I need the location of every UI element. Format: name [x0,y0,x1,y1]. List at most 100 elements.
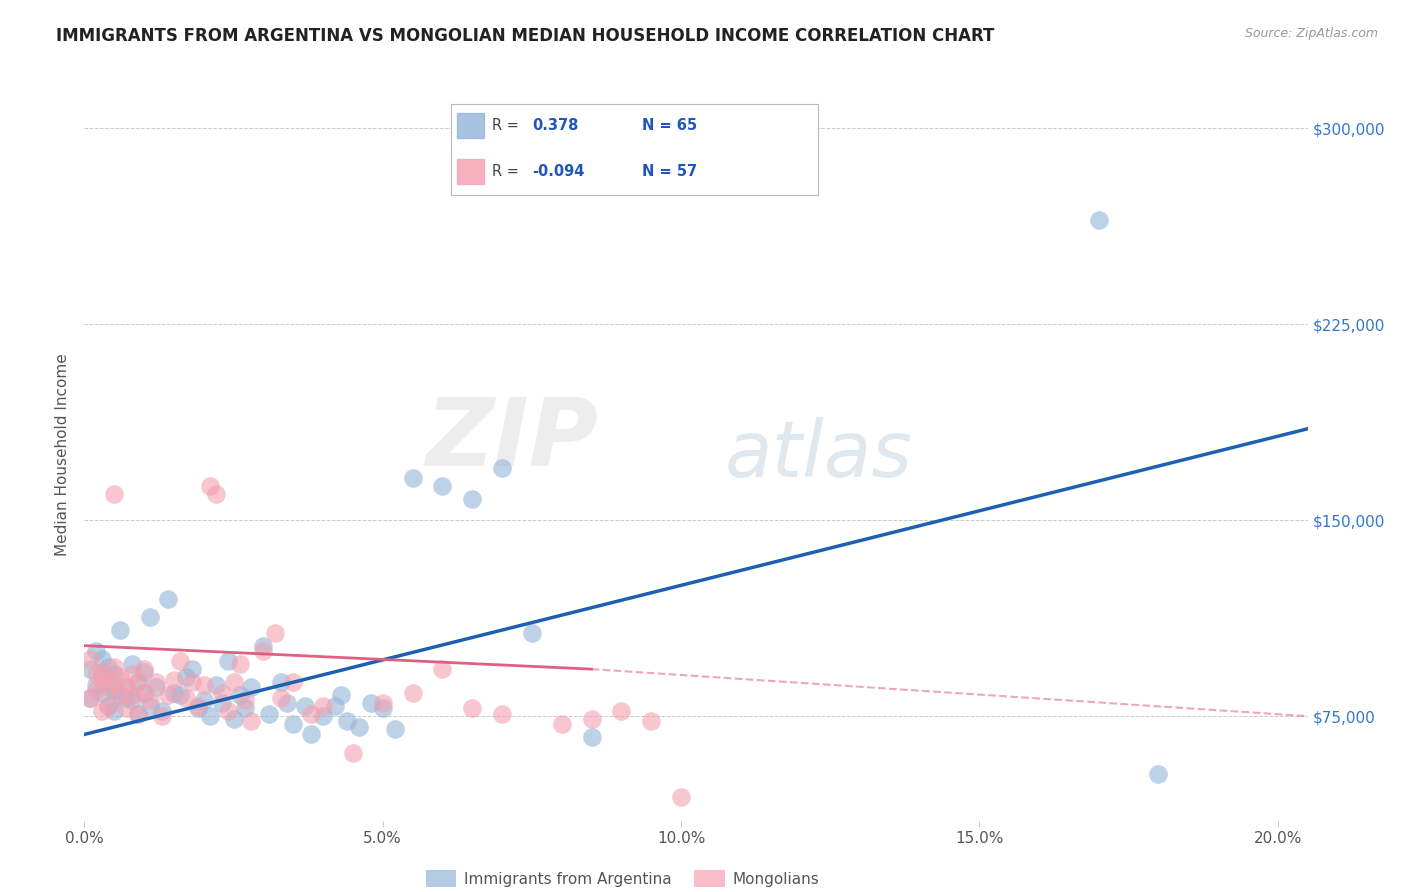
Point [97,659,120,673]
Point [312,698,335,713]
Point [79,690,101,705]
Point [156,591,179,606]
Point [91,685,114,699]
Point [187,701,209,715]
Text: atlas: atlas [724,417,912,493]
Point [252,639,274,653]
Point [150,704,173,718]
Legend: Immigrants from Argentina, Mongolians: Immigrants from Argentina, Mongolians [419,863,825,892]
Point [91,651,114,665]
Point [198,479,221,493]
Point [84,683,107,698]
Point [222,675,245,690]
Point [235,701,257,715]
Point [91,704,114,718]
Point [97,698,120,713]
Point [283,717,305,731]
Point [139,693,162,707]
Point [132,662,155,676]
Point [276,696,298,710]
Point [127,706,149,721]
Point [108,623,131,637]
Point [145,681,167,695]
Point [115,701,138,715]
Point [551,717,574,731]
Point [360,696,382,710]
Point [401,471,423,485]
Point [342,746,364,760]
Point [91,673,114,687]
Point [103,704,125,718]
Point [108,670,131,684]
Point [384,723,406,737]
Point [1087,212,1109,227]
Point [669,790,692,805]
Text: IMMIGRANTS FROM ARGENTINA VS MONGOLIAN MEDIAN HOUSEHOLD INCOME CORRELATION CHART: IMMIGRANTS FROM ARGENTINA VS MONGOLIAN M… [56,27,994,45]
Point [139,610,162,624]
Point [581,712,603,726]
Point [174,690,197,705]
Point [169,654,191,668]
Point [610,704,633,718]
Point [84,667,107,681]
Point [461,701,484,715]
Point [270,690,292,705]
Point [180,675,202,690]
Point [115,690,138,705]
Point [312,709,335,723]
Point [163,673,186,687]
Point [132,685,155,699]
Point [240,681,263,695]
Point [145,675,167,690]
Point [132,685,155,699]
Point [103,487,125,501]
Point [1147,766,1170,780]
Point [640,714,662,729]
Point [217,704,239,718]
Point [115,681,138,695]
Point [91,670,114,684]
Point [79,651,101,665]
Point [108,688,131,702]
Point [432,479,454,493]
Point [211,696,233,710]
Point [115,681,138,695]
Point [139,698,162,713]
Point [169,688,191,702]
Point [581,730,603,744]
Point [211,685,233,699]
Point [121,657,143,671]
Point [91,665,114,679]
Point [228,688,250,702]
Point [329,688,352,702]
Point [235,693,257,707]
Point [108,688,131,702]
Point [156,688,179,702]
Point [163,685,186,699]
Point [84,678,107,692]
Point [240,714,263,729]
Point [127,675,149,690]
Point [323,698,346,713]
Point [299,727,322,741]
Point [259,706,281,721]
Point [103,683,125,698]
Point [127,706,149,721]
Point [264,625,287,640]
Point [84,644,107,658]
Point [97,681,120,695]
Point [299,706,322,721]
Point [198,709,221,723]
Point [520,625,543,640]
Point [401,685,423,699]
Point [103,659,125,673]
Point [97,698,120,713]
Point [132,665,155,679]
Point [347,720,370,734]
Point [217,654,239,668]
Point [103,675,125,690]
Point [294,698,316,713]
Point [222,712,245,726]
Point [193,678,215,692]
Point [228,657,250,671]
